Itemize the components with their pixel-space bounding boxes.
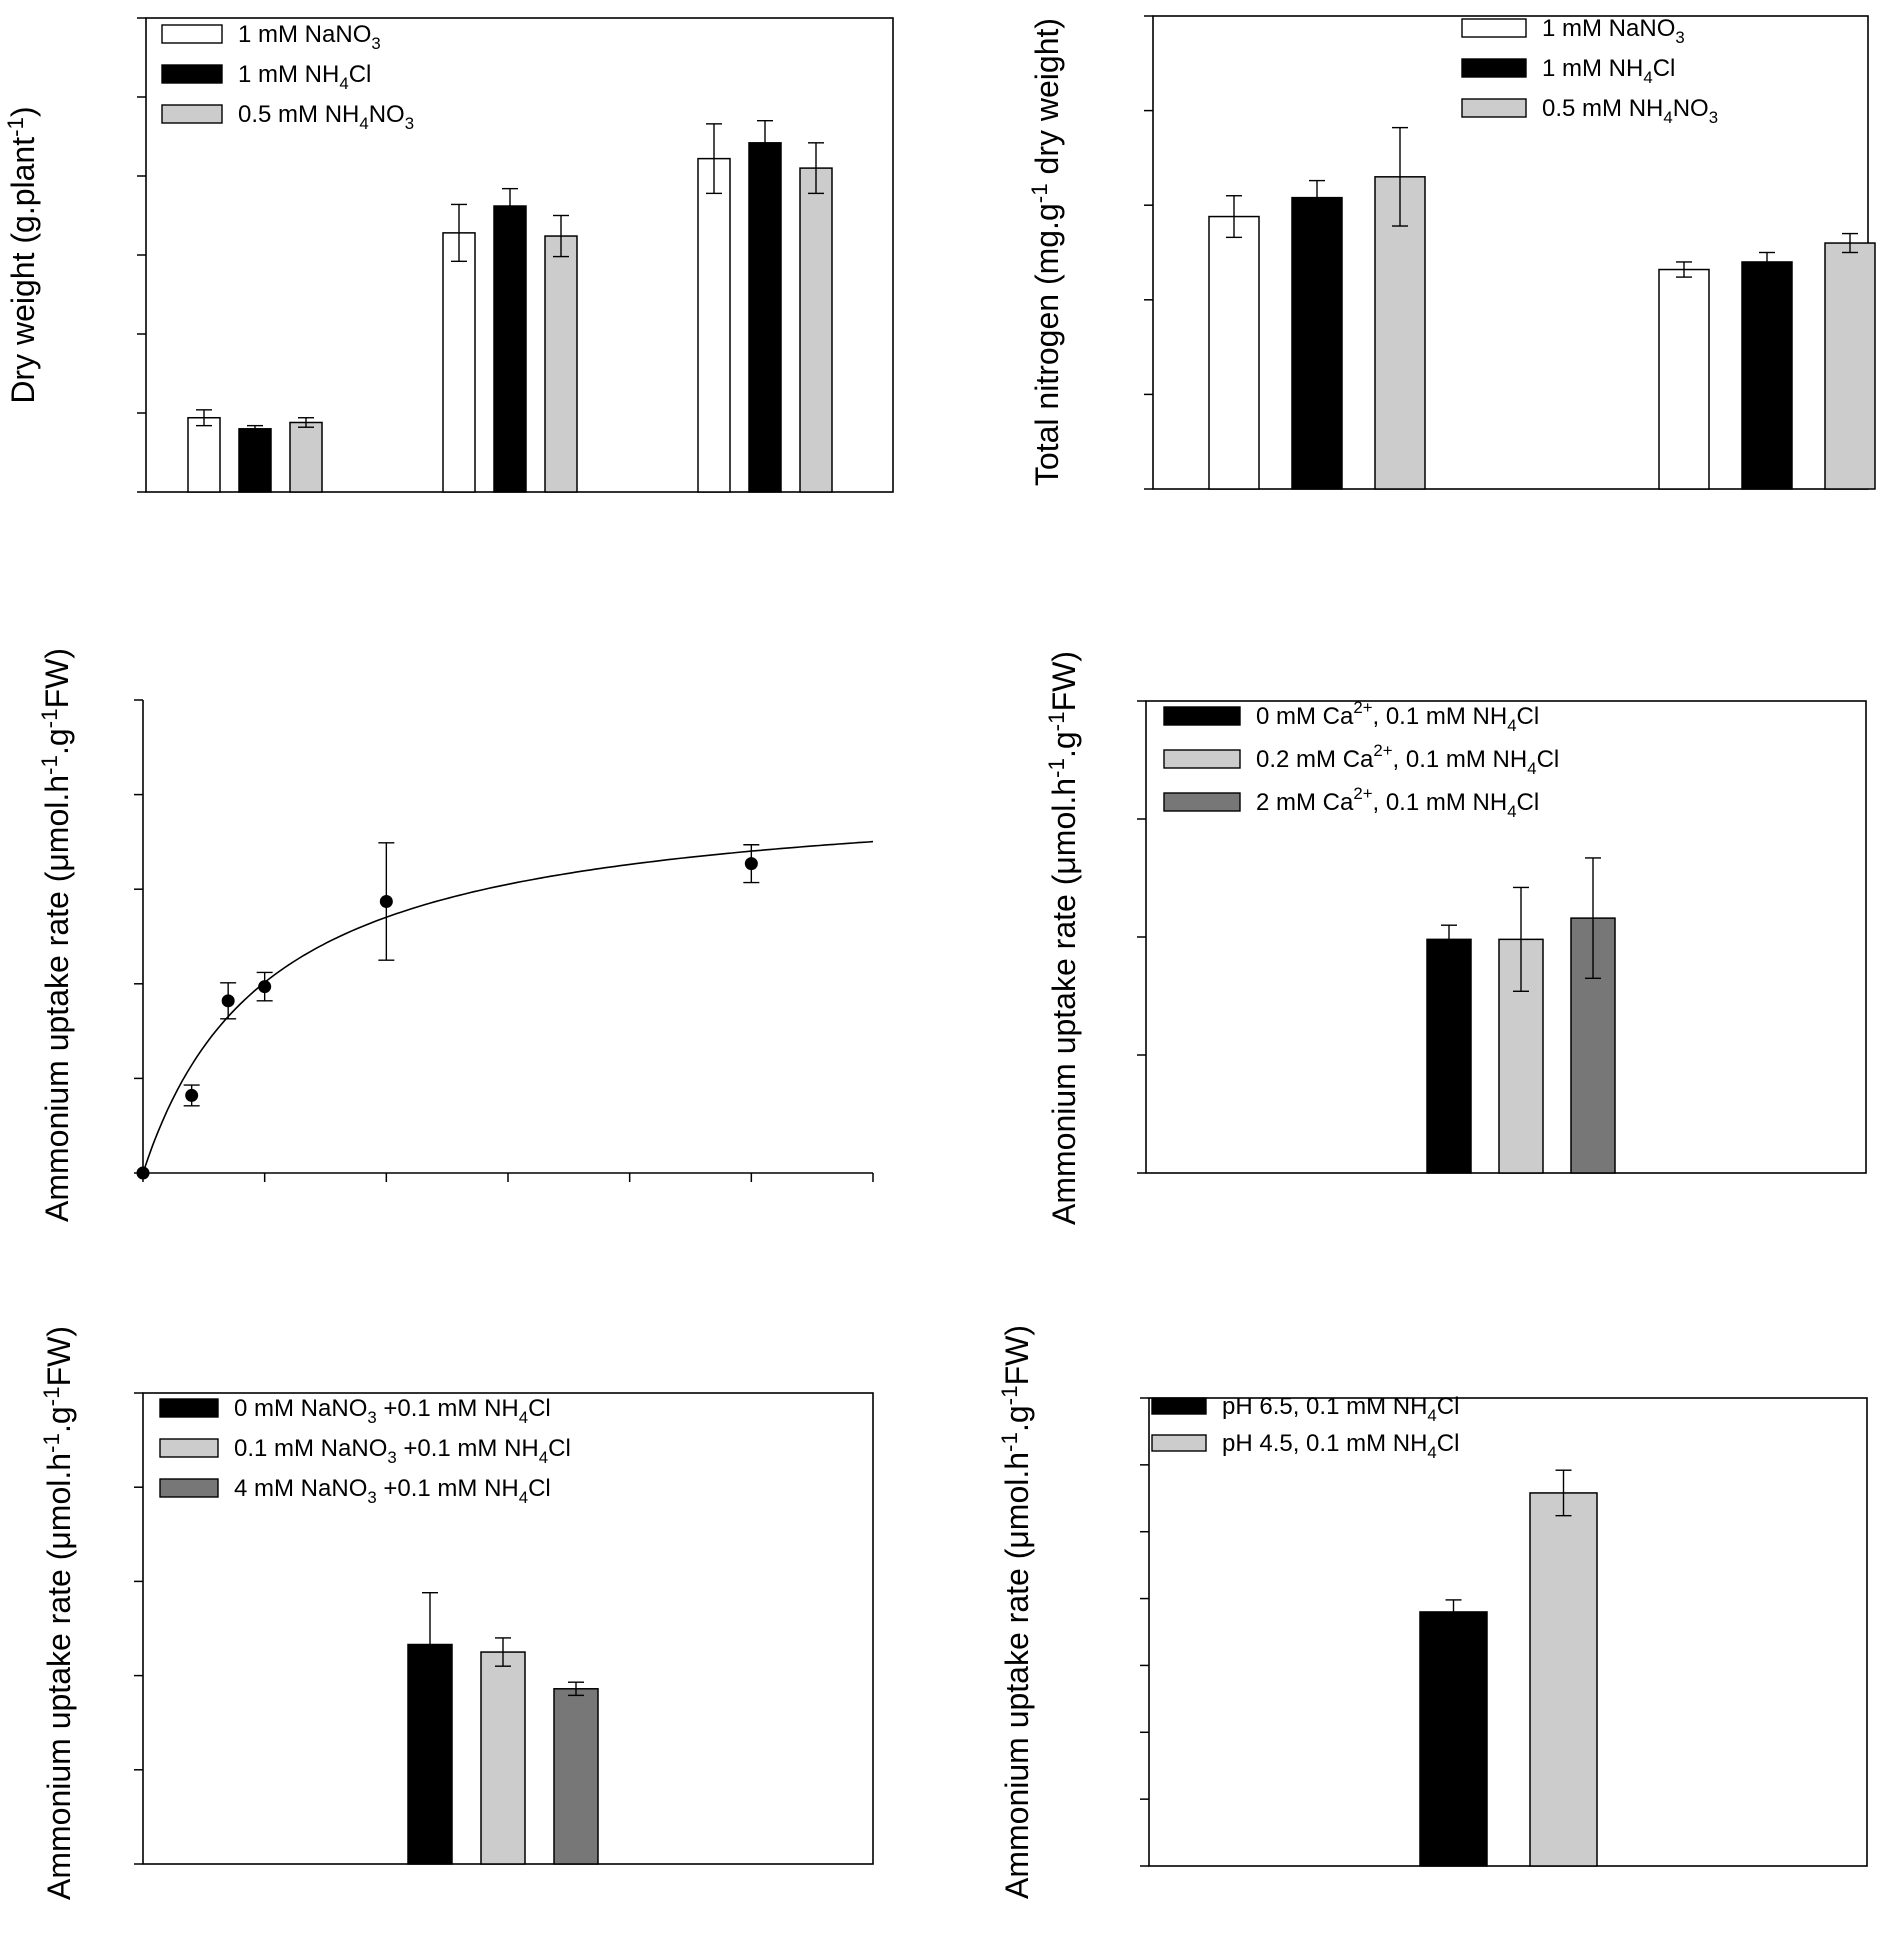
panel-e-legend-swatch (159, 1478, 219, 1498)
panel-a-legend-swatch (161, 64, 223, 84)
panel-c: Ammonium uptake rate (μmol.h-1.g-1FW) (37, 648, 874, 1222)
panel-d-legend-swatch (1163, 792, 1241, 812)
panel-d-legend-label: 2 mM Ca2+, 0.1 mM NH4Cl (1256, 784, 1539, 821)
panel-a-legend-label: 1 mM NaNO3 (238, 21, 381, 53)
panel-b-bar (1824, 242, 1876, 490)
panel-d-legend-swatch (1163, 749, 1241, 769)
panel-a-bar (289, 421, 323, 493)
panel-b-legend-swatch (1461, 58, 1527, 78)
panel-e-legend-label: 4 mM NaNO3 +0.1 mM NH4Cl (234, 1475, 551, 1507)
panel-b-legend-swatch (1461, 98, 1527, 118)
panel-c-data-point (258, 980, 272, 994)
panel-b-y-axis-title: Total nitrogen (mg.g-1 dry weight) (1027, 18, 1065, 486)
panel-e-legend-swatch (159, 1398, 219, 1418)
panel-d-legend-label: 0 mM Ca2+, 0.1 mM NH4Cl (1256, 698, 1539, 735)
panel-b-legend-label: 1 mM NH4Cl (1542, 55, 1675, 87)
panel-d-legend-label: 0.2 mM Ca2+, 0.1 mM NH4Cl (1256, 741, 1559, 778)
panel-f-bar (1529, 1492, 1598, 1867)
panel-a-bar (442, 232, 476, 493)
panel-a-legend-swatch (161, 104, 223, 124)
panel-a-bar (697, 157, 731, 493)
panel-a-y-axis-title: Dry weight (g.plant-1) (3, 106, 41, 403)
panel-e-bar (553, 1688, 599, 1865)
panel-c-y-axis-title: Ammonium uptake rate (μmol.h-1.g-1FW) (37, 648, 75, 1222)
panel-d-bar (1498, 938, 1544, 1174)
panel-f-legend-label: pH 4.5, 0.1 mM NH4Cl (1222, 1430, 1459, 1462)
panel-e-y-axis-title: Ammonium uptake rate (μmol.h-1.g-1FW) (39, 1326, 77, 1900)
panel-c-data-point (136, 1166, 150, 1180)
panel-a: 1 mM NaNO3 1 mM NH4Cl 0.5 mM NH4NO3 Dry wei… (3, 17, 894, 493)
panel-e: 0 mM NaNO3 +0.1 mM NH4Cl 0.1 mM NaNO3 +0.… (39, 1326, 874, 1900)
panel-a-bar (493, 205, 527, 493)
panel-a-legend-swatch (161, 24, 223, 44)
panel-a-legend-label: 1 mM NH4Cl (238, 61, 371, 93)
panel-a-bar (544, 235, 578, 493)
panel-c-data-point (185, 1088, 199, 1102)
panel-f-legend-swatch (1151, 1397, 1207, 1415)
panel-b-bar (1291, 196, 1343, 490)
panel-b-legend-swatch (1461, 18, 1527, 38)
panel-e-legend-label: 0.1 mM NaNO3 +0.1 mM NH4Cl (234, 1435, 571, 1467)
panel-d-legend-swatch (1163, 706, 1241, 726)
panel-b-legend-label: 1 mM NaNO3 (1542, 15, 1685, 47)
panel-c-fit-curve (142, 840, 874, 1174)
panel-f-y-axis-title: Ammonium uptake rate (μmol.h-1.g-1FW) (997, 1325, 1035, 1899)
panel-a-bar (238, 428, 272, 493)
panel-e-legend-swatch (159, 1438, 219, 1458)
panel-f-legend-label: pH 6.5, 0.1 mM NH4Cl (1222, 1393, 1459, 1425)
panel-b: 1 mM NaNO3 1 mM NH4Cl 0.5 mM NH4NO3 Total n… (1027, 15, 1876, 490)
panel-f-legend-swatch (1151, 1434, 1207, 1452)
panel-b-bar (1741, 261, 1793, 490)
panel-d-y-axis-title: Ammonium uptake rate (μmol.h-1.g-1FW) (1044, 651, 1082, 1225)
panel-f-plot-frame (1148, 1397, 1868, 1867)
panel-b-bar (1658, 268, 1710, 490)
panel-a-bar (799, 167, 833, 493)
panel-f: pH 6.5, 0.1 mM NH4Cl pH 4.5, 0.1 mM NH4Cl… (997, 1325, 1868, 1899)
panel-d-bar (1426, 938, 1472, 1174)
panel-c-data-point (744, 857, 758, 871)
panel-e-legend-label: 0 mM NaNO3 +0.1 mM NH4Cl (234, 1395, 551, 1427)
panel-d: 0 mM Ca2+, 0.1 mM NH4Cl 0.2 mM Ca2+, 0.1 … (1044, 651, 1867, 1225)
panel-e-bar (480, 1651, 526, 1865)
panel-b-legend-label: 0.5 mM NH4NO3 (1542, 95, 1718, 127)
panel-a-bar (748, 142, 782, 493)
panel-a-bar (187, 416, 221, 493)
panel-a-legend-label: 0.5 mM NH4NO3 (238, 101, 414, 133)
panel-c-data-point (221, 994, 235, 1008)
panel-f-bar (1419, 1611, 1488, 1867)
panel-c-data-point (379, 894, 393, 908)
panel-b-bar (1208, 215, 1260, 490)
panel-b-bar (1374, 176, 1426, 490)
